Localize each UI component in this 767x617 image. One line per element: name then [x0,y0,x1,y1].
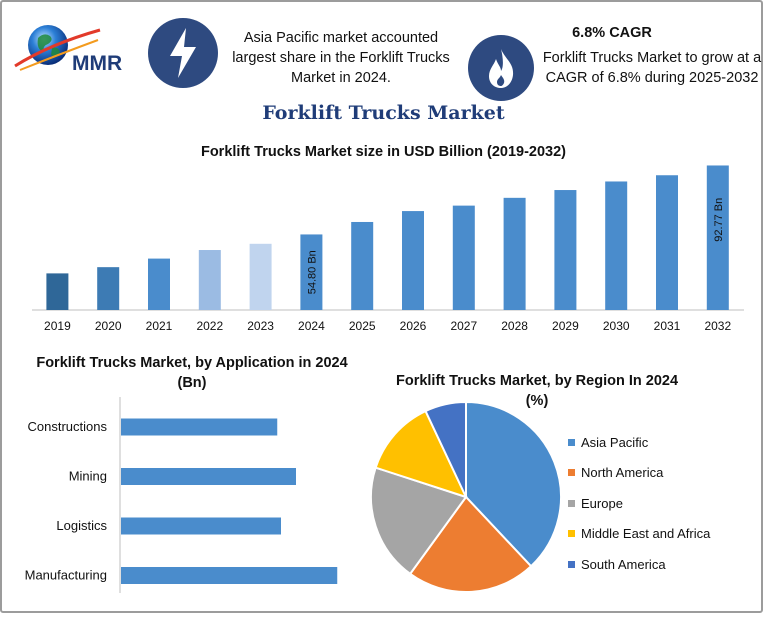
legend-item: Middle East and Africa [568,519,710,550]
bar-2022 [198,250,221,310]
data-label: 92.77 Bn [713,198,725,242]
legend-label: Asia Pacific [581,434,649,450]
bar-2029 [554,190,577,310]
bar-2019 [46,273,69,310]
page-title: Forklift Trucks Market [262,102,505,124]
legend-item: Europe [568,488,710,519]
category-label: Manufacturing [25,568,107,583]
header-block2-text: Forklift Trucks Market to grow at a CAGR… [542,50,762,86]
x-tick-label: 2023 [247,319,274,333]
bar-2032 [706,165,729,310]
pie-slice-middle-east-and-africa [374,409,468,499]
legend-item: South America [568,549,710,580]
hbar-manufacturing [121,567,338,584]
x-tick-label: 2020 [95,319,122,333]
category-label: Logistics [56,518,107,533]
x-tick-label: 2032 [704,319,731,333]
x-tick-label: 2022 [196,319,223,333]
pie-chart-title: Forklift Trucks Market, by Region In 202… [395,373,679,409]
header-block1-text: Asia Pacific market accounted largest sh… [232,30,450,86]
mmr-logo: MMR [14,25,122,75]
x-tick-label: 2019 [44,319,71,333]
pie-slice-europe [370,466,468,576]
pie-slice-north-america [408,495,533,593]
x-tick-label: 2024 [298,319,325,333]
legend-label: North America [581,465,664,481]
data-label: 54.80 Bn [306,250,318,294]
bar-2020 [97,267,120,310]
category-label: Constructions [28,419,108,434]
pie-legend: Asia Pacific North America Europe Middle Ea… [568,427,710,580]
x-tick-label: 2021 [146,319,173,333]
region-pie-chart [370,402,562,593]
bar-2030 [605,181,628,310]
legend-swatch [568,438,575,446]
bar-2024 [300,234,323,310]
pie-slice-south-america [424,402,467,498]
application-bar-chart: Constructions Mining Logistics Manufacturin… [25,397,338,593]
legend-label: Middle East and Africa [581,526,711,542]
legend-item: Asia Pacific [568,427,710,458]
hbar-constructions [121,418,278,436]
x-tick-label: 2026 [400,319,427,333]
legend-swatch [568,499,575,507]
x-tick-label: 2027 [450,319,477,333]
bar-2027 [452,205,475,310]
legend-swatch [568,560,575,568]
x-tick-label: 2025 [349,319,376,333]
application-chart-title: Forklift Trucks Market, by Application i… [36,355,348,391]
hbar-mining [121,468,296,485]
bar-2021 [148,258,170,310]
flame-icon [468,35,534,101]
legend-label: Europe [581,495,623,511]
bar-2026 [402,211,424,310]
bar-chart-title: Forklift Trucks Market size in USD Billi… [200,144,567,160]
bar-2031 [656,175,678,310]
logo-text: MMR [72,52,122,75]
legend-swatch [568,469,575,477]
x-tick-label: 2031 [654,319,681,333]
market-size-bar-chart: 2019 2020 2021 2022 2023 2024 54.80 Bn 2025 2026… [32,165,744,333]
bar-2028 [503,197,526,310]
cagr-heading: 6.8% CAGR [572,25,652,41]
legend-label: South America [581,556,666,572]
legend-item: North America [568,458,710,489]
x-tick-label: 2028 [501,319,528,333]
bar-2025 [351,221,374,310]
x-tick-label: 2030 [603,319,630,333]
hbar-logistics [121,517,281,535]
bar-2023 [249,243,272,310]
legend-swatch [568,530,575,538]
pie-slice-asia-pacific [465,402,562,568]
lightning-bolt-icon [148,18,218,88]
category-label: Mining [69,469,107,484]
x-tick-label: 2029 [552,319,579,333]
